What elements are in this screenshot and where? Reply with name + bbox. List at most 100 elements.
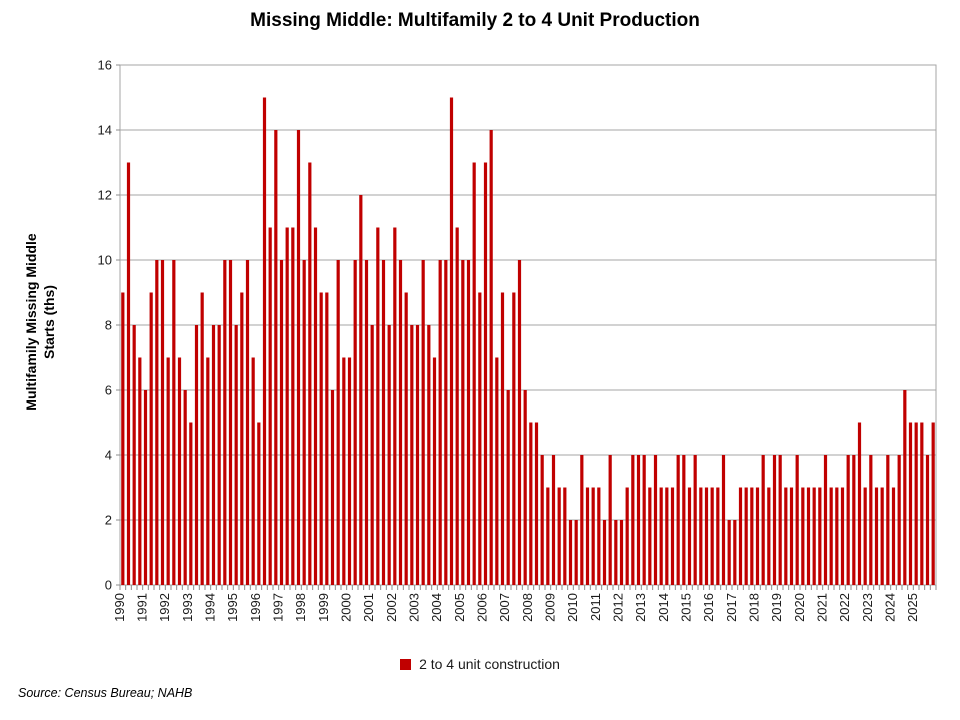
x-year-label: 2016 [701,593,716,622]
bar [506,390,510,585]
bar [886,455,890,585]
bar [160,260,165,585]
bar [636,455,641,585]
bar [563,487,567,585]
bar [727,520,731,585]
bar [149,292,153,585]
bar [642,455,646,585]
bar [676,455,680,585]
bar [472,162,476,585]
bar [449,97,454,585]
bar [500,292,505,585]
x-year-label: 2023 [860,593,875,622]
bar [597,487,601,585]
bar [574,520,578,585]
bar [733,520,737,585]
bar [699,487,703,585]
bar [687,487,692,585]
bar [903,390,907,585]
x-year-label: 2006 [475,593,490,622]
bar [682,455,686,585]
bar [370,325,374,585]
x-year-label: 1997 [271,593,286,622]
bar [455,227,459,585]
bar [404,292,408,585]
legend: 2 to 4 unit construction [0,652,960,676]
bar [761,455,765,585]
bar [619,520,624,585]
bar [653,455,658,585]
bar [325,292,329,585]
bar [308,162,312,585]
bar [846,455,850,585]
bar [529,422,533,585]
bar [557,487,561,585]
bar [444,260,448,585]
bar [874,487,879,585]
bar [432,357,437,585]
bar [410,325,414,585]
bar [177,357,182,585]
bar [359,195,363,585]
bar [801,487,805,585]
chart-title: Missing Middle: Multifamily 2 to 4 Unit … [250,10,700,31]
bar [364,260,369,585]
bar [716,487,720,585]
x-year-label: 2018 [747,593,762,622]
x-year-label: 1996 [248,593,263,622]
bar [829,487,833,585]
bar [438,260,442,585]
bar [608,455,612,585]
x-year-label: 2002 [384,593,399,622]
bar [461,260,465,585]
bar [138,357,142,585]
bar [863,487,867,585]
bar [551,455,556,585]
bar [852,455,856,585]
x-year-label: 2013 [633,593,648,622]
x-year-label: 2019 [769,593,784,622]
bar [591,487,595,585]
bar [302,260,306,585]
bar [602,520,607,585]
bar [398,260,403,585]
bar [920,422,924,585]
x-year-label: 2017 [724,593,739,622]
bar [744,487,748,585]
bar [880,487,884,585]
bar [670,487,675,585]
bar [381,260,386,585]
bar [840,487,845,585]
bar [285,227,289,585]
y-tick-label: 0 [105,578,112,593]
x-year-label: 2011 [588,593,603,621]
bar [217,325,221,585]
x-year-label: 1999 [316,593,331,622]
bar [126,162,131,585]
y-tick-label: 2 [105,513,112,528]
legend-marker-icon [400,658,412,670]
legend-label: 2 to 4 unit construction [419,656,560,672]
bar [823,455,828,585]
bar [172,260,176,585]
bar [427,325,431,585]
bar [812,487,816,585]
x-year-label: 2020 [792,593,807,622]
bar [908,422,913,585]
bar [784,487,788,585]
bar [466,260,471,585]
x-year-label: 1995 [225,593,240,622]
x-year-label: 1990 [112,593,127,622]
bar [183,390,187,585]
bar [132,325,136,585]
bar [353,260,357,585]
bar [347,357,352,585]
x-year-label: 2000 [339,593,354,622]
bar [659,487,663,585]
bar [251,357,255,585]
bar [546,487,550,585]
bar [710,487,714,585]
x-year-label: 1991 [135,593,150,622]
x-year-label: 2003 [407,593,422,622]
